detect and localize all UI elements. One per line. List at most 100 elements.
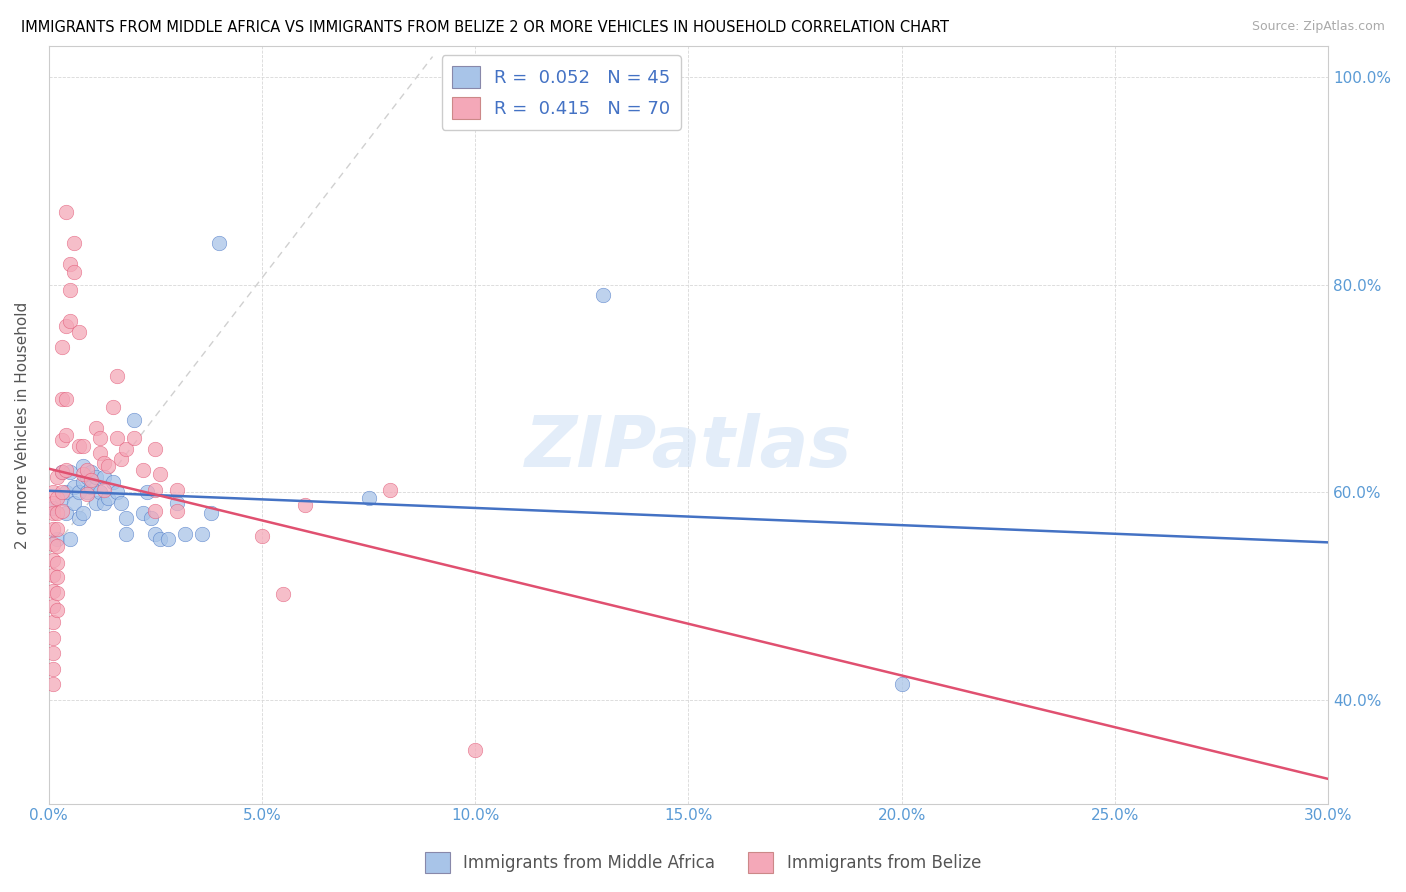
Point: [166, 504, 188, 518]
Point: [250, 529, 273, 543]
Point: [51, 392, 73, 406]
Point: [208, 236, 231, 251]
Point: [89, 431, 111, 445]
Point: [105, 431, 128, 445]
Legend: R =  0.052   N = 45, R =  0.415   N = 70: R = 0.052 N = 45, R = 0.415 N = 70: [441, 55, 681, 130]
Text: Source: ZipAtlas.com: Source: ZipAtlas.com: [1251, 20, 1385, 33]
Point: [55, 392, 77, 406]
Text: ZIPatlas: ZIPatlas: [524, 413, 852, 483]
Point: [63, 496, 86, 510]
Point: [59, 314, 82, 328]
Point: [59, 283, 82, 297]
Point: [63, 236, 86, 251]
Point: [72, 439, 94, 453]
Point: [93, 470, 115, 484]
Point: [42, 506, 65, 520]
Point: [135, 485, 157, 500]
Point: [145, 442, 167, 456]
Point: [101, 475, 124, 489]
Point: [191, 526, 214, 541]
Point: [149, 467, 172, 481]
Point: [378, 483, 401, 498]
Point: [51, 504, 73, 518]
Point: [46, 470, 69, 484]
Point: [51, 485, 73, 500]
Point: [72, 459, 94, 474]
Point: [51, 491, 73, 505]
Point: [42, 485, 65, 500]
Point: [55, 428, 77, 442]
Point: [51, 434, 73, 448]
Point: [294, 498, 316, 512]
Point: [89, 446, 111, 460]
Point: [72, 506, 94, 520]
Point: [46, 602, 69, 616]
Point: [101, 401, 124, 415]
Point: [55, 205, 77, 219]
Point: [145, 504, 167, 518]
Point: [76, 470, 98, 484]
Point: [80, 465, 103, 479]
Point: [166, 483, 188, 498]
Point: [55, 506, 77, 520]
Point: [51, 465, 73, 479]
Point: [89, 485, 111, 500]
Point: [200, 506, 222, 520]
Point: [51, 465, 73, 479]
Point: [166, 496, 188, 510]
Point: [42, 500, 65, 515]
Point: [84, 470, 107, 484]
Point: [357, 491, 380, 505]
Point: [97, 491, 120, 505]
Point: [51, 340, 73, 354]
Point: [42, 583, 65, 598]
Point: [46, 539, 69, 553]
Point: [46, 532, 69, 546]
Point: [271, 587, 294, 601]
Point: [592, 288, 614, 302]
Point: [93, 496, 115, 510]
Point: [55, 462, 77, 476]
Point: [149, 532, 172, 546]
Point: [84, 421, 107, 435]
Point: [42, 568, 65, 582]
Point: [63, 480, 86, 494]
Point: [114, 511, 136, 525]
Point: [145, 483, 167, 498]
Point: [63, 265, 86, 279]
Point: [76, 485, 98, 500]
Text: IMMIGRANTS FROM MIDDLE AFRICA VS IMMIGRANTS FROM BELIZE 2 OR MORE VEHICLES IN HO: IMMIGRANTS FROM MIDDLE AFRICA VS IMMIGRA…: [21, 20, 949, 35]
Point: [42, 496, 65, 510]
Y-axis label: 2 or more Vehicles in Household: 2 or more Vehicles in Household: [15, 301, 30, 549]
Point: [46, 491, 69, 505]
Legend: Immigrants from Middle Africa, Immigrants from Belize: Immigrants from Middle Africa, Immigrant…: [418, 846, 988, 880]
Point: [67, 439, 90, 453]
Point: [42, 522, 65, 536]
Point: [55, 485, 77, 500]
Point: [97, 459, 120, 474]
Point: [145, 526, 167, 541]
Point: [131, 462, 153, 476]
Point: [93, 483, 115, 498]
Point: [114, 442, 136, 456]
Point: [122, 431, 145, 445]
Point: [72, 467, 94, 481]
Point: [59, 465, 82, 479]
Point: [42, 677, 65, 691]
Point: [76, 462, 98, 476]
Point: [76, 487, 98, 501]
Point: [59, 257, 82, 271]
Point: [174, 526, 197, 541]
Point: [46, 506, 69, 520]
Point: [42, 553, 65, 567]
Point: [110, 496, 132, 510]
Point: [80, 473, 103, 487]
Point: [139, 511, 162, 525]
Point: [80, 480, 103, 494]
Point: [464, 742, 486, 756]
Point: [42, 662, 65, 676]
Point: [131, 506, 153, 520]
Point: [46, 570, 69, 584]
Point: [67, 511, 90, 525]
Point: [46, 522, 69, 536]
